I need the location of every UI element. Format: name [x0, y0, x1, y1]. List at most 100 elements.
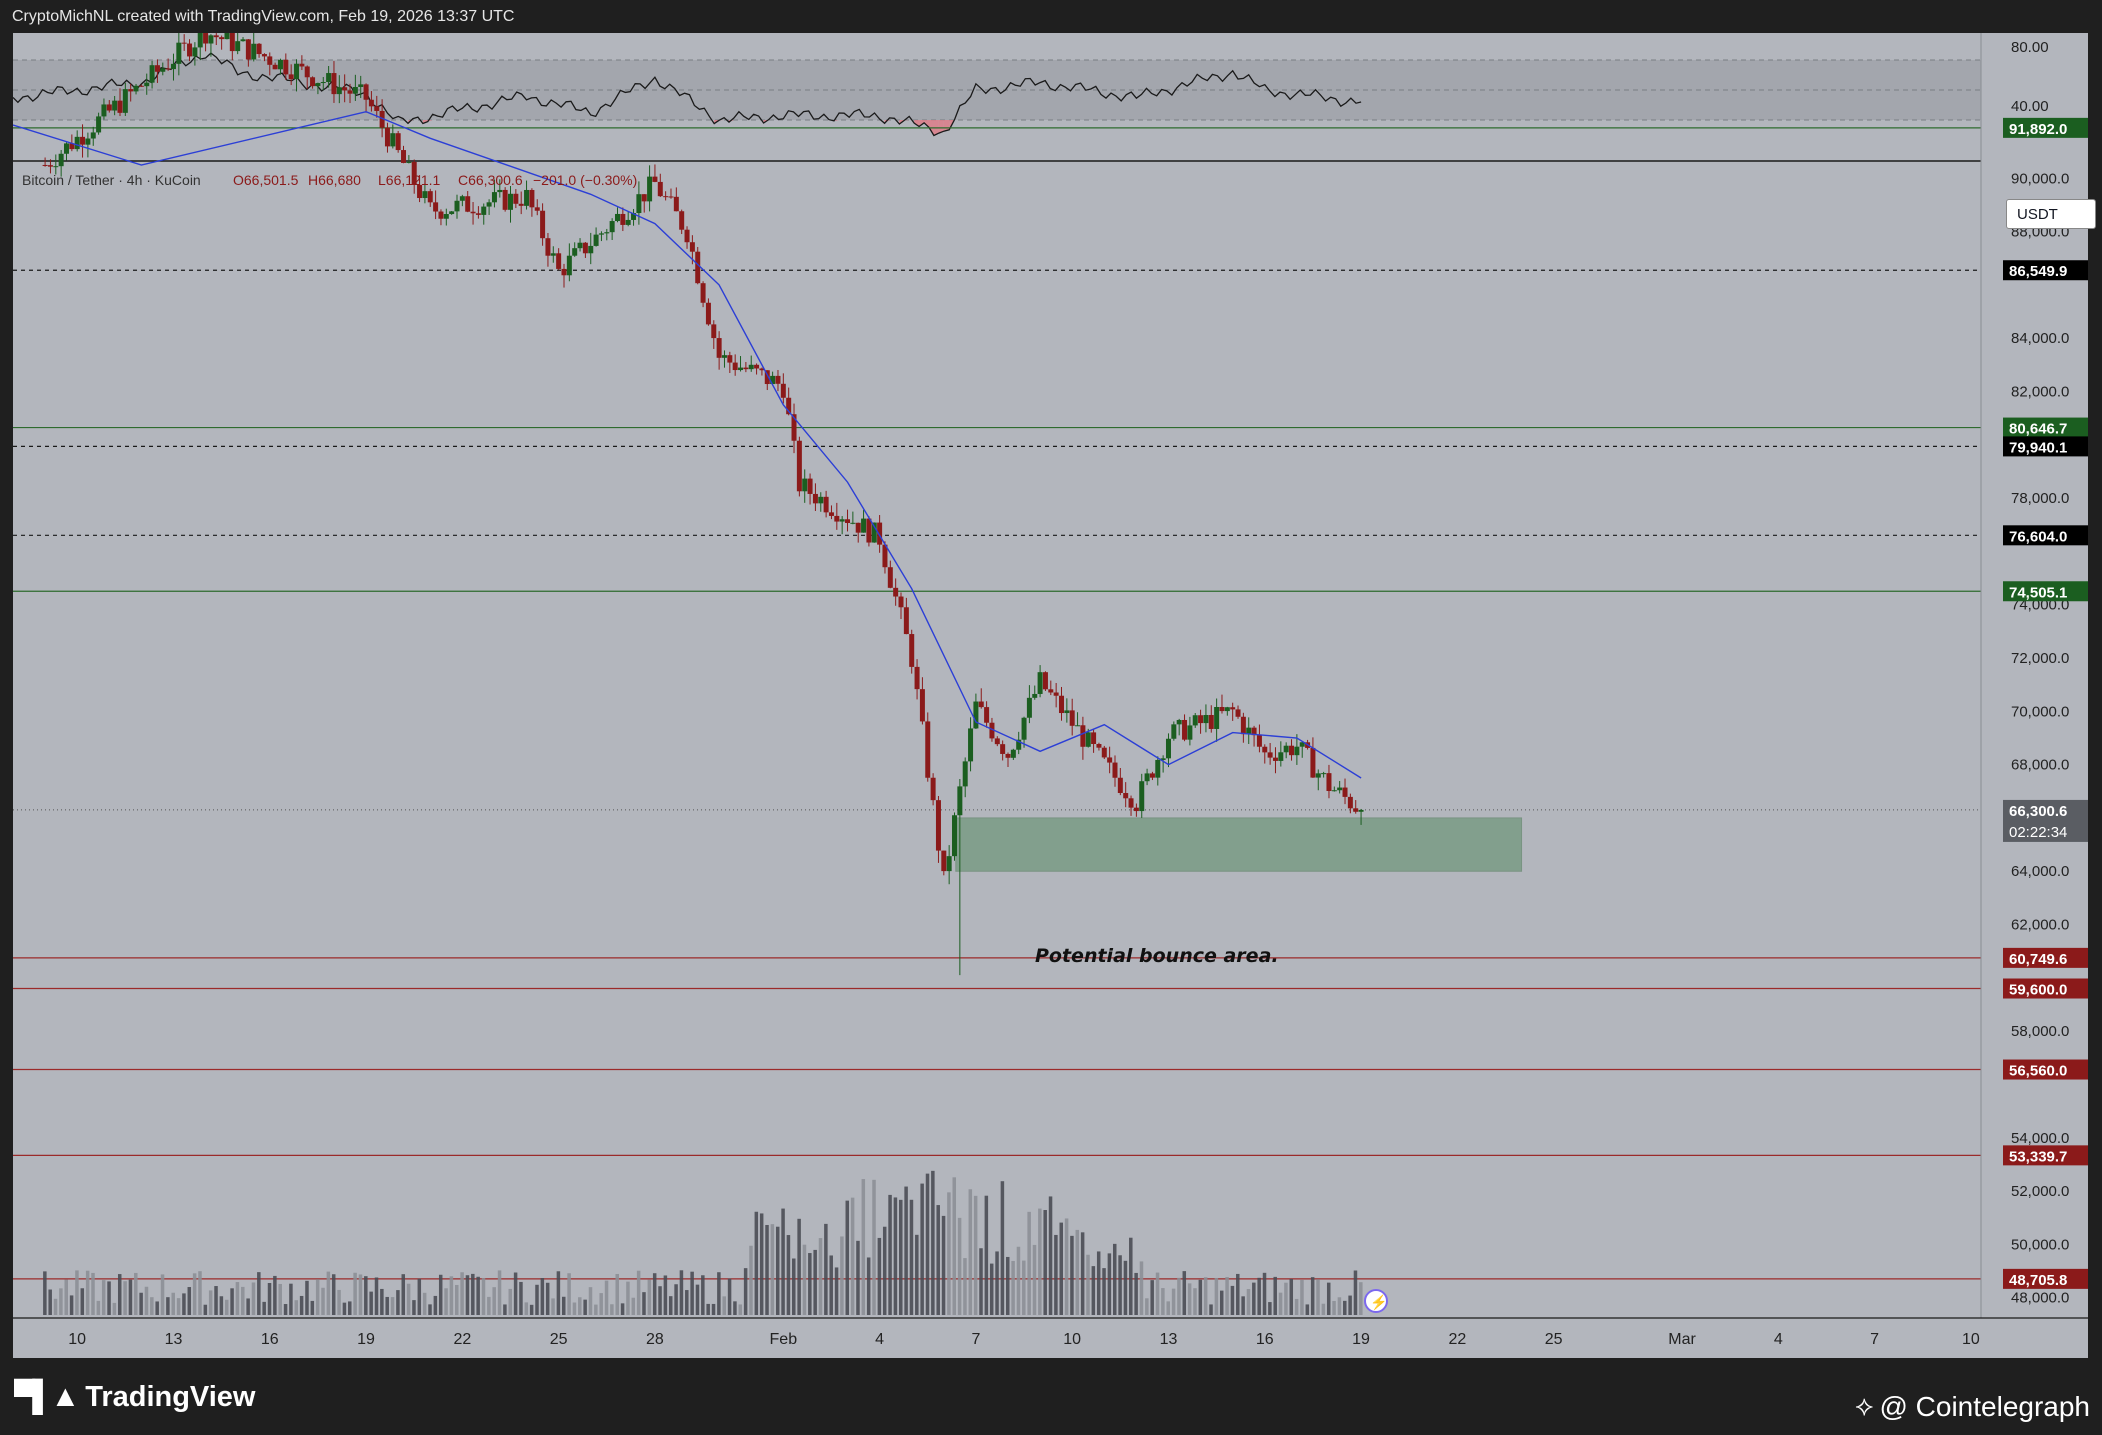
candle-body [855, 522, 861, 533]
chart-area[interactable]: Potential bounce area. 80.00 40.00 90,000.0… [13, 33, 2096, 1358]
candle-body [358, 84, 364, 87]
volume-bar [652, 1273, 657, 1315]
date-tick-label: 25 [1545, 1331, 1563, 1348]
level-price-tag: 48,705.8 [2003, 1268, 2088, 1289]
candle-body [647, 176, 653, 202]
candle-body [96, 116, 102, 133]
volume-bar [695, 1284, 700, 1315]
volume-bar [337, 1289, 341, 1315]
volume-bar [551, 1298, 555, 1315]
candle-body [251, 43, 257, 60]
candle-body [1299, 742, 1305, 747]
volume-bar [401, 1274, 406, 1315]
candle-body [486, 202, 492, 207]
volume-bar [1230, 1285, 1235, 1315]
candle-body [315, 83, 321, 87]
date-tick-label: 13 [1160, 1331, 1178, 1348]
ohlc-close: C66,300.6 [458, 172, 523, 188]
volume-bar [1064, 1218, 1069, 1315]
replay-icon: ⚡ [1364, 1289, 1388, 1313]
currency-selector[interactable]: USDT [2006, 199, 2096, 229]
date-tick-label: 7 [971, 1331, 980, 1348]
volume-bar [770, 1224, 775, 1315]
candle-body [561, 268, 567, 276]
volume-bar [155, 1301, 159, 1315]
volume-bar [920, 1183, 924, 1315]
volume-bar [872, 1179, 876, 1315]
candle-body [828, 512, 834, 516]
volume-bar [727, 1278, 732, 1315]
volume-bar [1011, 1260, 1015, 1315]
volume-bar [262, 1301, 266, 1315]
volume-bar [1043, 1210, 1047, 1315]
volume-bar [1214, 1277, 1219, 1315]
candle-body [481, 206, 487, 215]
volume-bar [824, 1223, 828, 1315]
volume-bar [866, 1257, 871, 1315]
candle-body [229, 33, 235, 52]
candle-body [1267, 752, 1273, 758]
volume-bar [1177, 1277, 1181, 1315]
candle-body [1171, 724, 1177, 739]
volume-bar [481, 1278, 486, 1315]
candle-body [53, 166, 59, 168]
date-tick-label: 4 [1774, 1331, 1783, 1348]
candle-body [256, 43, 262, 55]
date-tick-label: 16 [1256, 1331, 1274, 1348]
candle-body [74, 136, 80, 150]
candle-body [267, 56, 273, 65]
level-price-tag-bg [2003, 978, 2088, 999]
volume-bar [219, 1296, 224, 1315]
level-price-tag-label: 91,892.0 [2009, 121, 2067, 138]
volume-bar [465, 1275, 470, 1315]
candle-body [1187, 725, 1193, 740]
price-tick-label: 54,000.0 [2011, 1130, 2069, 1147]
candle-body [1208, 715, 1214, 729]
volume-bar [733, 1301, 737, 1315]
candle-body [245, 39, 251, 60]
date-tick-label: 16 [261, 1331, 279, 1348]
candle-body [968, 728, 974, 762]
candle-body [502, 189, 508, 210]
price-tick-label: 72,000.0 [2011, 650, 2069, 667]
candle-body [668, 196, 674, 198]
volume-bar [508, 1288, 512, 1315]
volume-bar [380, 1288, 384, 1315]
volume-bar [1294, 1298, 1299, 1315]
volume-bar [326, 1271, 331, 1315]
volume-bar [840, 1236, 844, 1315]
chart-svg[interactable]: Potential bounce area. 80.00 40.00 90,000.0… [13, 33, 2088, 1358]
volume-bar [1054, 1234, 1058, 1315]
volume-bar [877, 1237, 882, 1315]
volume-bar [1155, 1272, 1160, 1315]
current-price-tag-bg [2003, 799, 2088, 842]
candle-body [802, 478, 808, 492]
candle-body [261, 54, 267, 57]
candle-body [497, 189, 503, 193]
volume-bar [460, 1272, 464, 1315]
candle-body [593, 234, 599, 246]
candle-body [550, 253, 556, 256]
candle-body [1021, 717, 1027, 740]
candle-body [556, 253, 562, 269]
volume-bar [818, 1238, 823, 1315]
bar-countdown: 02:22:34 [2009, 824, 2067, 841]
date-tick-label: 19 [1352, 1331, 1370, 1348]
candle-body [786, 397, 792, 415]
volume-bar [241, 1286, 245, 1315]
price-tick-label: 64,000.0 [2011, 863, 2069, 880]
volume-bar [561, 1296, 566, 1315]
candle-body [524, 189, 530, 206]
volume-bar [1203, 1277, 1208, 1315]
level-price-tag-label: 76,604.0 [2009, 528, 2067, 545]
tradingview-logo[interactable]: ▀▌▲ TradingView [14, 1380, 256, 1414]
level-price-tag-bg [2003, 1145, 2088, 1166]
candle-body [310, 77, 316, 87]
volume-bar [572, 1302, 577, 1315]
volume-bar [685, 1290, 689, 1315]
candle-body [1139, 781, 1145, 812]
candle-body [299, 63, 305, 67]
level-price-tag-bg [2003, 117, 2088, 138]
volume-bar [503, 1304, 507, 1315]
candle-body [326, 73, 332, 83]
